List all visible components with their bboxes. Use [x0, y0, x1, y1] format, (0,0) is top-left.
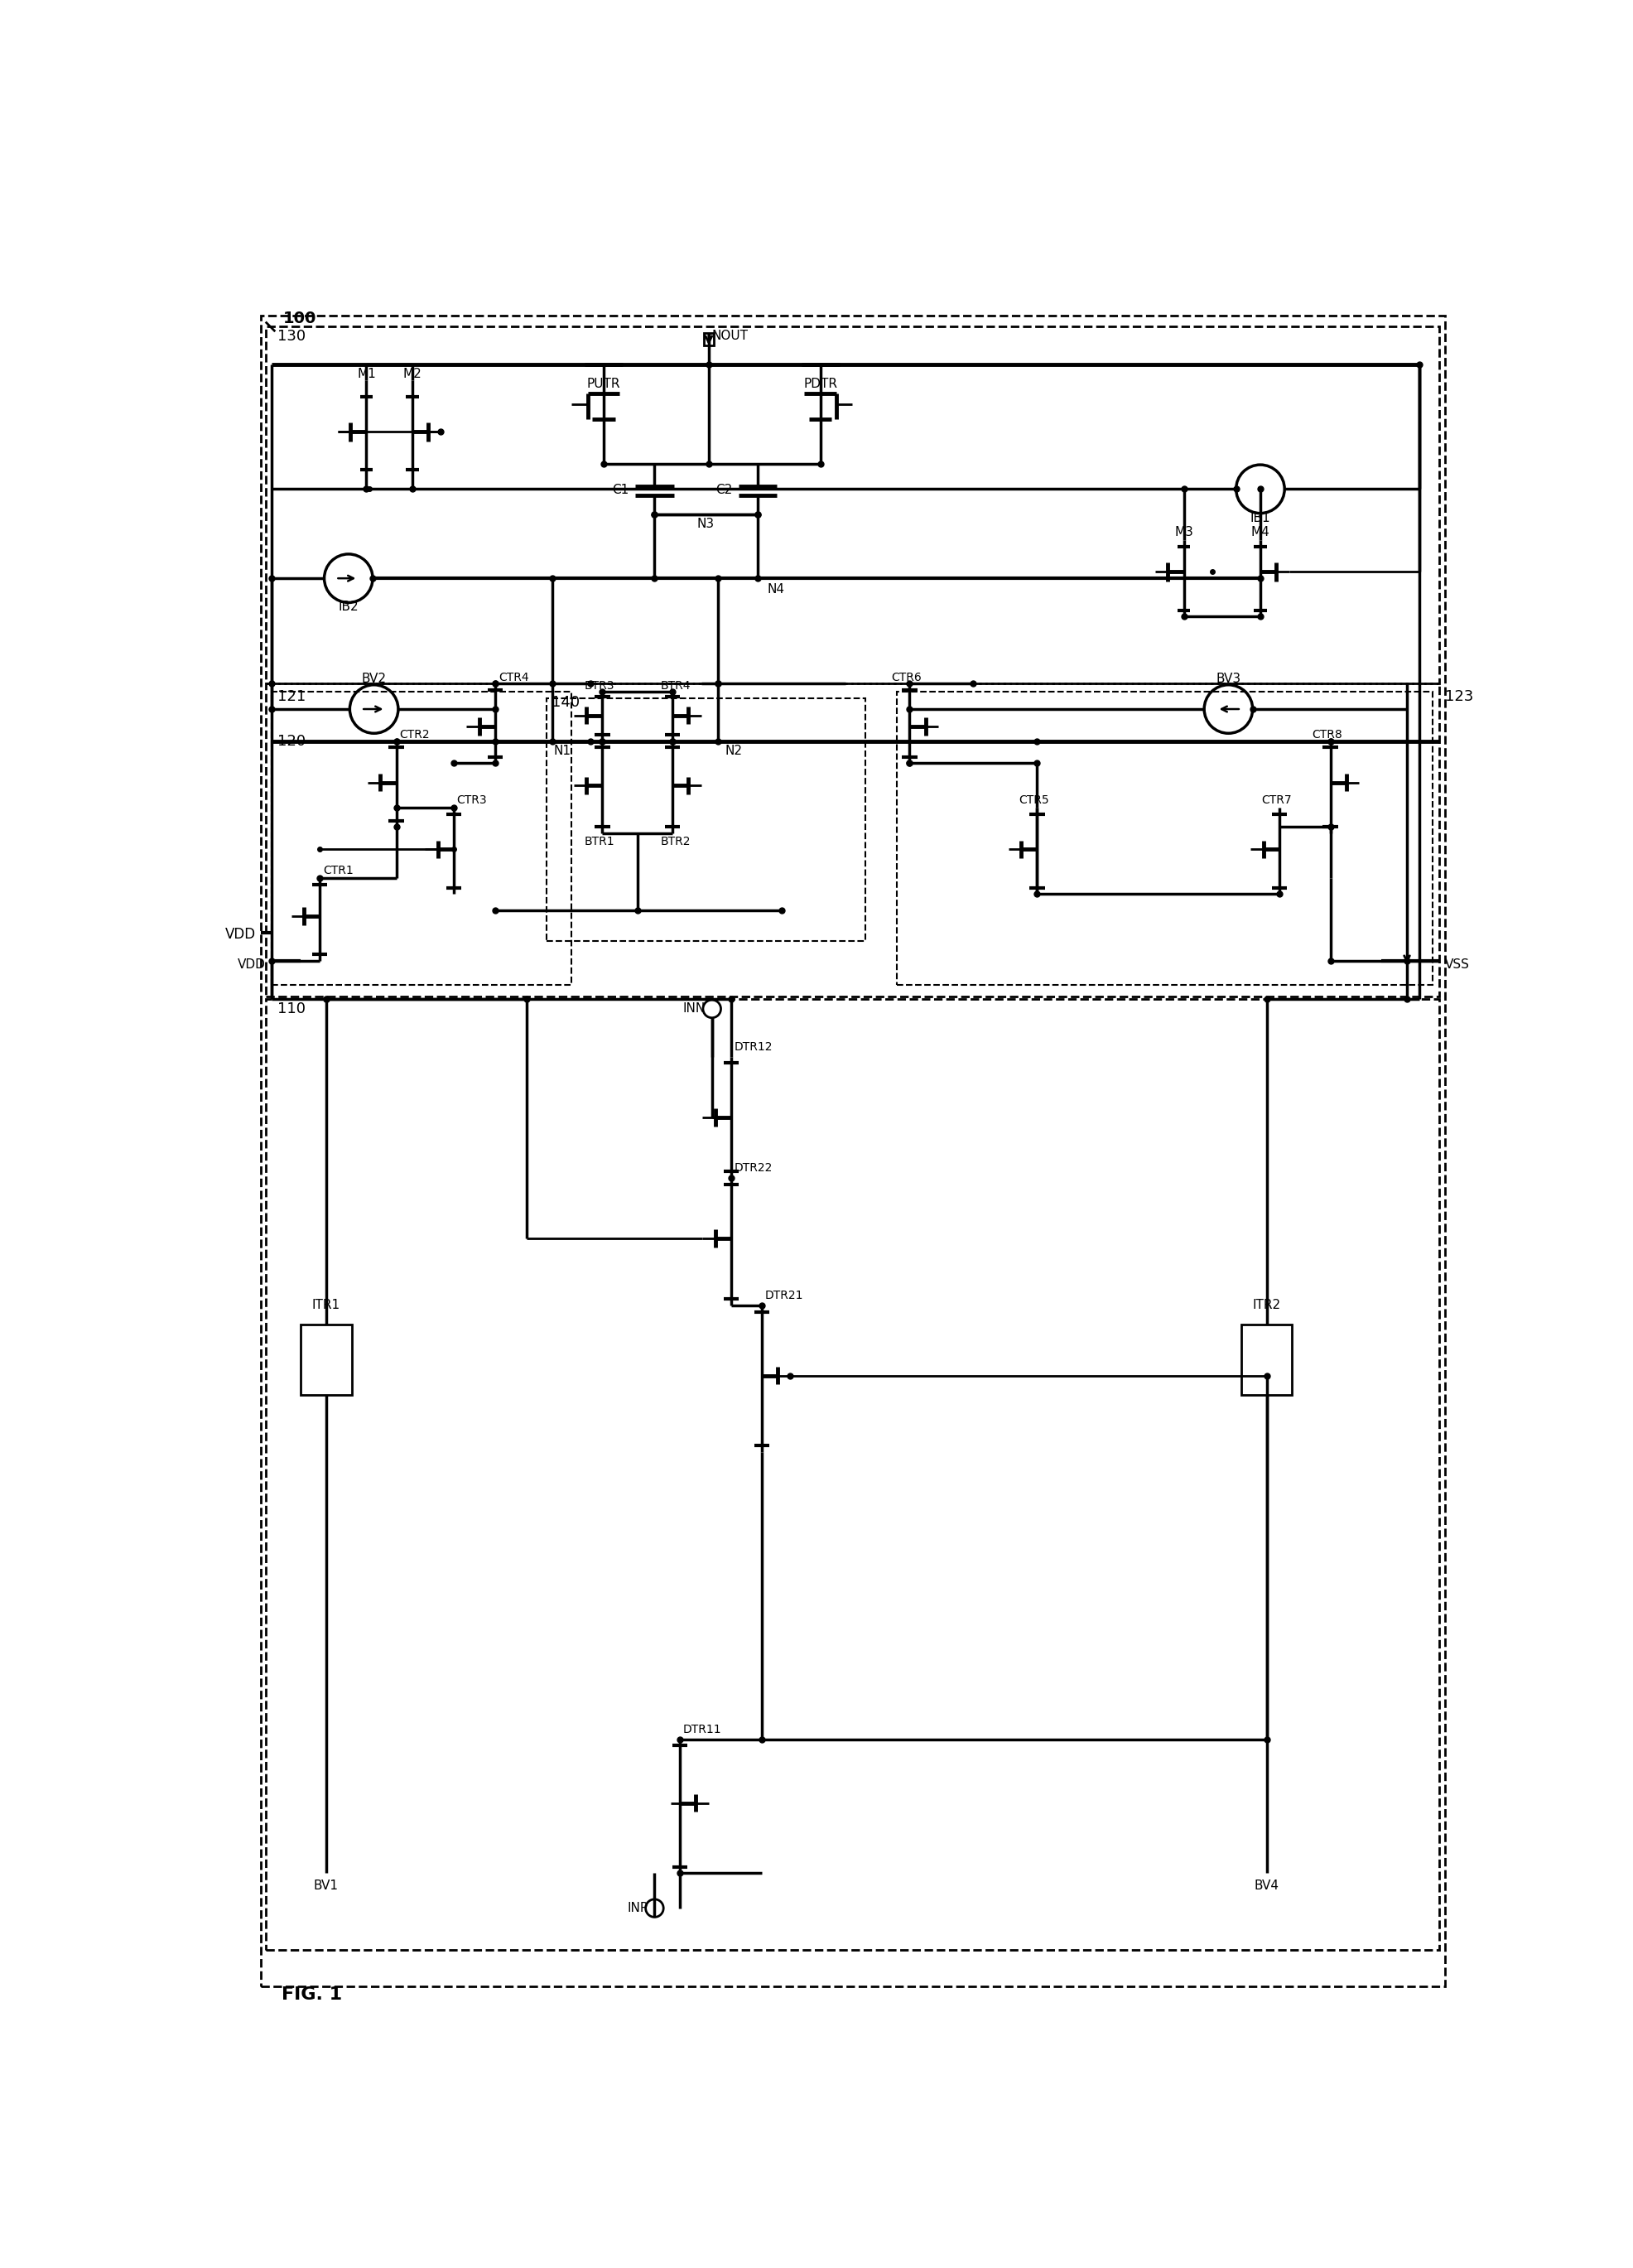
Text: PDTR: PDTR [803, 376, 838, 390]
Bar [273, 692, 572, 984]
Text: CTR7: CTR7 [1261, 794, 1292, 805]
Text: BV2: BV2 [361, 671, 387, 685]
Bar [545, 699, 865, 941]
Text: IB2: IB2 [338, 601, 359, 612]
Text: 120: 120 [278, 733, 305, 748]
Text: M1: M1 [358, 367, 376, 381]
Text: C1: C1 [612, 483, 629, 497]
Text: M2: M2 [403, 367, 421, 381]
Text: BTR2: BTR2 [660, 837, 691, 848]
Text: PUTR: PUTR [586, 376, 621, 390]
Text: BV1: BV1 [314, 1880, 338, 1892]
Text: BTR4: BTR4 [660, 680, 691, 692]
Text: 110: 110 [278, 1002, 305, 1016]
Text: BV3: BV3 [1217, 671, 1241, 685]
Text: ITR1: ITR1 [312, 1300, 340, 1311]
Text: DTR11: DTR11 [683, 1724, 722, 1735]
Text: M4: M4 [1251, 526, 1270, 538]
Text: M3: M3 [1174, 526, 1194, 538]
Text: BTR3: BTR3 [585, 680, 614, 692]
Text: 123: 123 [1445, 689, 1473, 703]
Text: NOUT: NOUT [712, 329, 748, 342]
Text: N2: N2 [725, 744, 741, 758]
Text: CTR4: CTR4 [498, 671, 529, 683]
Text: CTR5: CTR5 [1019, 794, 1048, 805]
Text: INN: INN [683, 1002, 705, 1016]
Text: DTR12: DTR12 [735, 1041, 772, 1052]
Text: VDD: VDD [237, 957, 266, 971]
Bar [266, 683, 1439, 996]
Text: N3: N3 [697, 517, 714, 531]
Bar [266, 1000, 1439, 1950]
Text: DTR21: DTR21 [764, 1290, 803, 1302]
Bar [704, 333, 714, 345]
Bar [300, 1325, 351, 1395]
Text: 140: 140 [552, 696, 580, 710]
Text: DTR22: DTR22 [735, 1163, 772, 1175]
Text: CTR1: CTR1 [323, 864, 353, 875]
Bar [266, 327, 1439, 683]
Text: CTR6: CTR6 [892, 671, 921, 683]
Text: CTR8: CTR8 [1311, 728, 1342, 739]
Text: 121: 121 [278, 689, 305, 703]
Text: CTR3: CTR3 [457, 794, 487, 805]
Text: BTR1: BTR1 [585, 837, 614, 848]
Text: ITR2: ITR2 [1253, 1300, 1280, 1311]
Text: 130: 130 [278, 329, 305, 342]
Text: 100: 100 [284, 311, 317, 327]
Text: C2: C2 [715, 483, 732, 497]
Text: CTR2: CTR2 [400, 728, 429, 739]
Text: IB1: IB1 [1251, 513, 1270, 524]
Text: N1: N1 [554, 744, 572, 758]
Text: BV4: BV4 [1254, 1880, 1279, 1892]
Bar [1241, 1325, 1292, 1395]
Text: FIG. 1: FIG. 1 [281, 1987, 341, 2003]
Text: VSS: VSS [1445, 957, 1470, 971]
Text: VDD: VDD [225, 928, 256, 941]
Bar [897, 692, 1432, 984]
Text: INP: INP [627, 1903, 648, 1914]
Text: N4: N4 [768, 583, 784, 596]
